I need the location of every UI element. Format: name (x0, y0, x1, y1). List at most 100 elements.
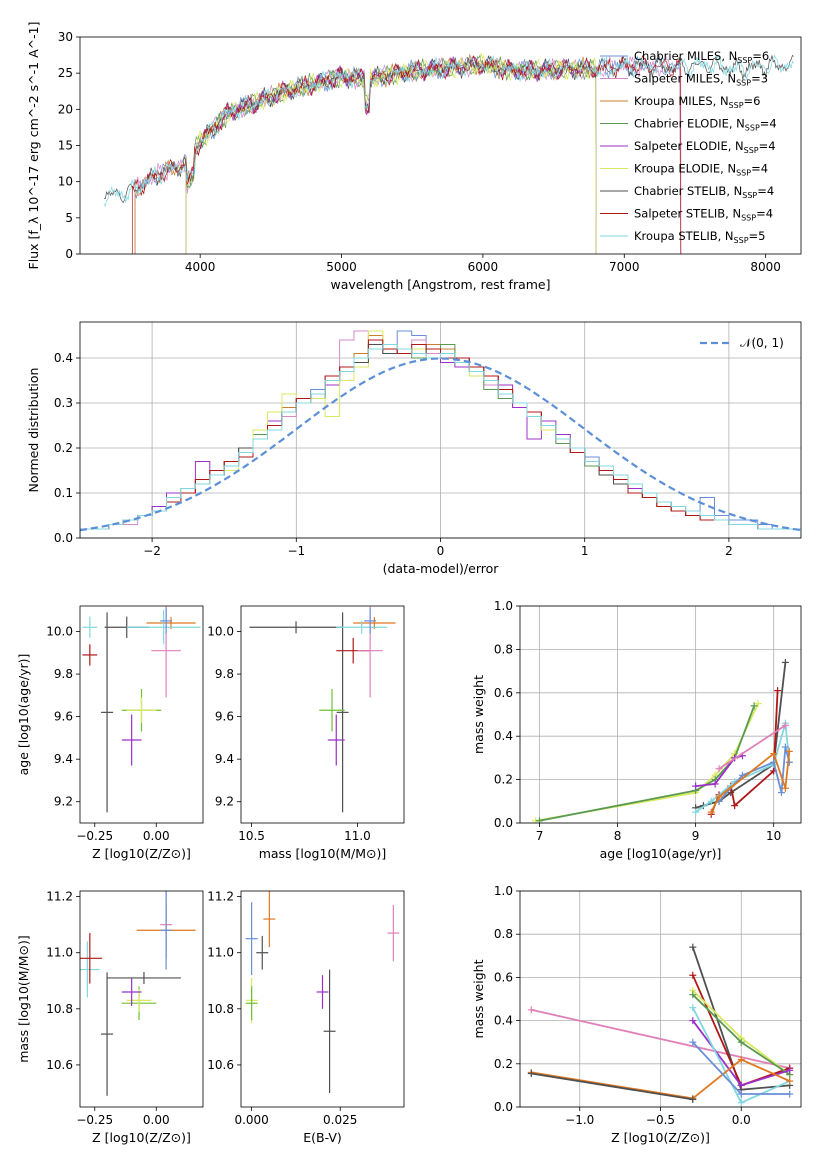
plus-marker (689, 1095, 697, 1103)
plus-marker (711, 780, 719, 788)
histogram-step (80, 339, 801, 538)
legend-label: Chabrier MILES, N (634, 49, 737, 63)
x-tick-label: −1.0 (565, 1113, 594, 1127)
y-tick-label: 9.4 (215, 752, 234, 766)
legend-subscript: SSP (744, 146, 759, 155)
x-tick-label: 8000 (750, 260, 781, 274)
plus-marker (689, 1017, 697, 1025)
y-axis-label: age [log10(age/yr)] (16, 654, 31, 776)
legend-label: Salpeter ELODIE, N (634, 139, 744, 153)
plus-marker (785, 747, 793, 755)
plus-marker (527, 1070, 535, 1078)
legend-subscript: SSP (736, 79, 751, 88)
y-tick-label: 9.2 (54, 795, 73, 809)
legend-entry: Kroupa STELIB, NSSP=5 (634, 229, 765, 245)
mass-weight-line (718, 724, 786, 770)
legend-entry: Chabrier ELODIE, NSSP=4 (634, 117, 777, 133)
legend-count: =6 (744, 94, 761, 108)
plus-marker (774, 687, 782, 695)
y-tick-label: 9.4 (54, 752, 73, 766)
legend-entry: Kroupa MILES, NSSP=6 (634, 94, 760, 110)
legend-count: =4 (760, 117, 777, 131)
plus-marker (737, 1081, 745, 1089)
error-bar-point (160, 891, 173, 970)
legend-subscript: SSP (734, 236, 749, 245)
legend-subscript: SSP (742, 191, 757, 200)
spectrum-line (134, 55, 682, 254)
legend-entry: Salpeter STELIB, NSSP=4 (634, 207, 773, 223)
plus-marker (536, 817, 544, 823)
plus-marker (715, 793, 723, 801)
y-tick-label: 0.4 (54, 351, 73, 365)
y-tick-label: 5 (65, 211, 73, 225)
error-bar-point (387, 905, 400, 962)
x-tick-label: 6000 (468, 260, 499, 274)
spectrum-line (134, 55, 682, 254)
x-axis-label: mass [log10(M/M⊙)] (259, 846, 387, 861)
legend-subscript: SSP (736, 169, 751, 178)
legend-subscript: SSP (737, 56, 752, 65)
plot-area (80, 891, 196, 1096)
y-axis-label: mass weight (471, 959, 486, 1038)
x-tick-label: −2 (143, 544, 161, 558)
plus-marker (781, 784, 789, 792)
mass-weight-line (531, 1008, 790, 1069)
legend-label: Kroupa MILES, N (634, 94, 729, 108)
y-tick-label: 0.3 (54, 396, 73, 410)
x-tick-label: 0.0 (732, 1113, 751, 1127)
y-tick-label: 0.8 (494, 642, 513, 656)
y-tick-label: 10.8 (207, 1002, 234, 1016)
error-bar-point (80, 933, 103, 984)
legend-subscript: SSP (741, 214, 756, 223)
y-tick-label: 9.2 (215, 795, 234, 809)
spectrum-line (103, 54, 794, 204)
y-tick-label: 9.6 (215, 710, 234, 724)
y-tick-label: 9.8 (215, 667, 234, 681)
error-bar-point (121, 714, 142, 766)
error-bar-point (82, 616, 98, 638)
legend-entry: Salpeter MILES, NSSP=3 (634, 72, 768, 88)
plot-area (82, 606, 201, 813)
x-axis-label: (data-model)/error (383, 561, 500, 576)
x-tick-label: 4000 (185, 260, 216, 274)
x-tick-label: −0.25 (76, 1113, 113, 1127)
y-tick-label: 0.2 (494, 1057, 513, 1071)
x-tick-label: −0.25 (76, 829, 113, 843)
mass-weight-line (710, 751, 791, 813)
legend-entry: Salpeter ELODIE, NSSP=4 (634, 139, 776, 155)
y-tick-label: 0 (65, 247, 73, 261)
x-axis-label: E(B-V) (303, 1130, 342, 1145)
error-bar-point (101, 972, 114, 1096)
legend-count: =4 (756, 207, 773, 221)
x-tick-label: 5000 (326, 260, 357, 274)
legend-count: =5 (749, 229, 766, 243)
y-tick-label: 0.2 (54, 441, 73, 455)
mass-weight-line (539, 705, 756, 822)
y-tick-label: 0.0 (494, 1100, 513, 1114)
error-bar-point (245, 986, 258, 1021)
x-tick-label: 7000 (609, 260, 640, 274)
legend-label: Salpeter MILES, N (634, 72, 736, 86)
legend-count: =6 (752, 49, 769, 63)
spectrum-line (185, 54, 597, 254)
error-bar-point (263, 891, 276, 948)
y-tick-label: 0.6 (494, 686, 513, 700)
x-axis-label: Z [log10(Z/Z⊙)] (611, 1130, 710, 1145)
mass-weight-line (718, 746, 791, 802)
plus-marker (737, 1090, 745, 1098)
y-tick-label: 0.0 (494, 816, 513, 830)
x-axis-label: Z [log10(Z/Z⊙)] (92, 846, 191, 861)
error-bar-point (80, 941, 100, 998)
legend-label: Kroupa STELIB, N (634, 229, 734, 243)
x-tick-label: 0.000 (234, 1113, 268, 1127)
plus-marker (692, 782, 700, 790)
normal-curve (80, 357, 801, 532)
plot-area (532, 658, 793, 823)
legend-subscript: SSP (729, 101, 744, 110)
y-tick-label: 9.8 (54, 667, 73, 681)
spectrum-line (185, 52, 597, 254)
mass-weight-line (531, 1072, 693, 1101)
axes-frame (519, 605, 802, 824)
legend-count: =4 (757, 184, 774, 198)
plus-marker (527, 1006, 535, 1014)
